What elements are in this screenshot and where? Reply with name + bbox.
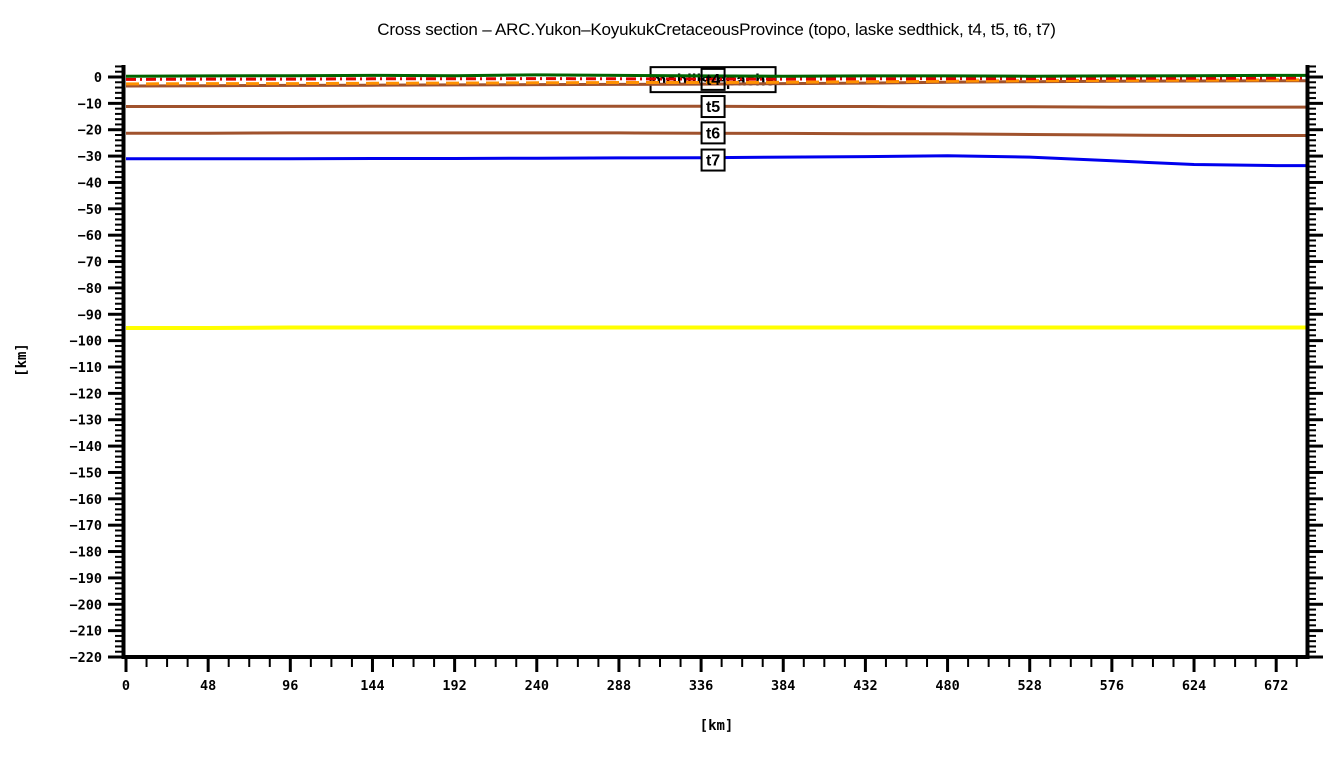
y-tick-label: −200 <box>69 597 102 613</box>
x-tick-label: 384 <box>771 678 795 694</box>
x-tick-label: 624 <box>1182 678 1206 694</box>
y-tick-label: −140 <box>69 439 102 455</box>
y-tick-label: −210 <box>69 624 102 640</box>
y-tick-label: −90 <box>78 307 102 323</box>
x-tick-label: 0 <box>122 678 130 694</box>
series-mobilistepachs-line <box>125 76 1307 81</box>
x-tick-label: 48 <box>200 678 216 694</box>
x-tick-label: 288 <box>607 678 631 694</box>
y-tick-label: −80 <box>78 281 102 297</box>
y-tick-label: −10 <box>78 96 102 112</box>
y-tick-label: −160 <box>69 492 102 508</box>
x-tick-label: 240 <box>525 678 549 694</box>
y-tick-label: −120 <box>69 386 102 402</box>
y-tick-label: −190 <box>69 571 102 587</box>
series-t5-line <box>126 104 1307 109</box>
y-tick-label: −100 <box>69 334 102 350</box>
tag-box-t5 <box>700 95 726 119</box>
y-tick-label: −170 <box>69 518 102 534</box>
y-tick-label: −40 <box>78 175 102 191</box>
x-tick-label: 480 <box>935 678 959 694</box>
tag-box-t6 <box>700 121 726 145</box>
y-tick-label: −50 <box>78 202 102 218</box>
y-tick-label: −150 <box>69 465 102 481</box>
x-axis-label: [km] <box>699 718 734 734</box>
y-tick-label: −180 <box>69 545 102 561</box>
tag-label-t7: t7 <box>706 153 720 170</box>
series-topo-line <box>125 73 1307 78</box>
y-tick-label: −70 <box>78 255 102 271</box>
x-tick-label: 336 <box>689 678 713 694</box>
series-t6-line <box>126 131 1307 137</box>
series-laske-sedthick-line <box>125 78 1307 86</box>
x-tick-label: 144 <box>360 678 384 694</box>
tag-label-t4: t4 <box>706 72 720 89</box>
y-tick-label: −60 <box>78 228 102 244</box>
series-t7-line <box>126 154 1307 168</box>
x-tick-label: 528 <box>1018 678 1042 694</box>
tag-label-t5: t5 <box>706 99 720 116</box>
tag-box-t7 <box>700 148 726 172</box>
y-tick-label: −20 <box>78 123 102 139</box>
tag-box-t4 <box>700 67 726 91</box>
x-tick-label: 96 <box>282 678 298 694</box>
y-tick-label: 0 <box>94 70 102 86</box>
y-tick-label: −220 <box>69 650 102 666</box>
y-tick-label: −130 <box>69 413 102 429</box>
series-base-yellow-line <box>126 325 1307 330</box>
x-tick-label: 672 <box>1264 678 1288 694</box>
y-tick-label: −30 <box>78 149 102 165</box>
y-tick-label: −110 <box>69 360 102 376</box>
x-tick-label: 192 <box>442 678 466 694</box>
tag-label-t6: t6 <box>706 125 720 142</box>
chart-title: Cross section – ARC.Yukon–KoyukukCretace… <box>377 20 1056 39</box>
x-tick-label: 432 <box>853 678 877 694</box>
x-tick-label: 576 <box>1100 678 1124 694</box>
